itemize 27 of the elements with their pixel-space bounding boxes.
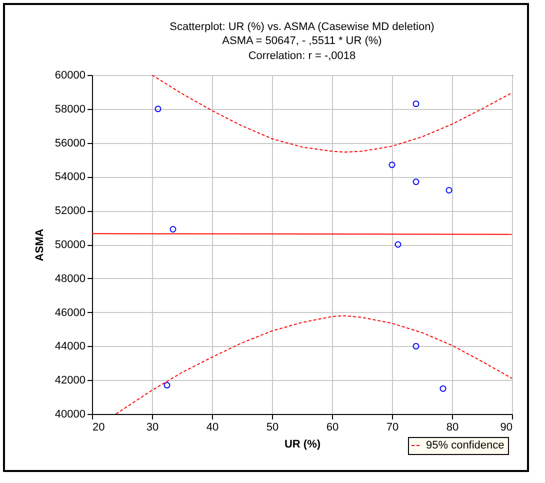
x-tick-label: 60 bbox=[326, 422, 339, 434]
y-tick-label: 40000 bbox=[54, 408, 86, 420]
x-tick-label: 50 bbox=[266, 422, 279, 434]
y-tick-label: 44000 bbox=[54, 340, 86, 353]
y-tick-label: 54000 bbox=[54, 171, 86, 184]
y-tick-label: 50000 bbox=[54, 239, 86, 251]
y-tick-label: 56000 bbox=[54, 137, 86, 150]
x-tick-label: 40 bbox=[206, 422, 219, 434]
text: Correlation: r = -,0018 bbox=[248, 50, 356, 62]
x-tick-label: 90 bbox=[500, 422, 512, 434]
chart-subtitle: ASMA = 50647, - ,5511 * UR (%) bbox=[222, 35, 382, 47]
x-tick-label: 70 bbox=[386, 422, 399, 434]
x-tick-label: 20 bbox=[92, 422, 105, 434]
y-axis-title: ASMA bbox=[34, 228, 46, 262]
y-tick-label: 58000 bbox=[54, 103, 86, 116]
x-tick-label: 30 bbox=[146, 422, 159, 434]
x-tick-label: 80 bbox=[446, 422, 459, 434]
line-series bbox=[116, 315, 512, 414]
y-tick-label: 42000 bbox=[54, 374, 86, 387]
y-tick-label: 46000 bbox=[54, 306, 86, 319]
chart-title: Scatterplot: UR (%) vs. ASMA (Casewise MD deletion) bbox=[170, 21, 434, 33]
y-tick-label: 48000 bbox=[54, 272, 86, 285]
x-axis-title: UR (%) bbox=[284, 438, 321, 450]
y-tick-label: 60000 bbox=[54, 70, 86, 82]
line-series bbox=[152, 75, 512, 153]
legend-label: 95% confidence bbox=[426, 440, 504, 452]
y-tick-label: 52000 bbox=[54, 205, 86, 218]
